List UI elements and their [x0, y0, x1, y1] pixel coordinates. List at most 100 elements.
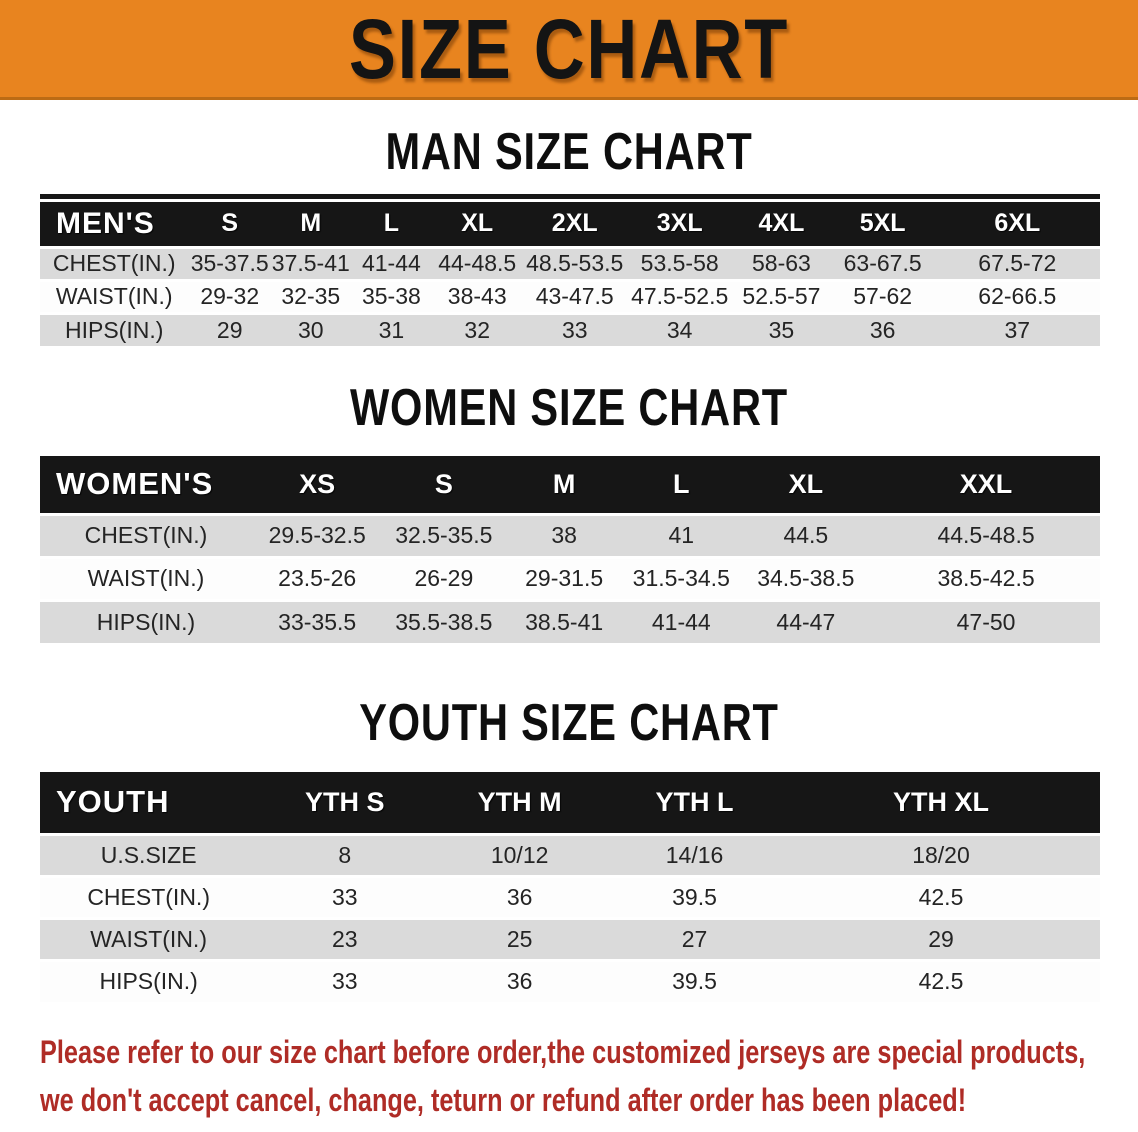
- size-column-header: YTH XL: [781, 772, 1100, 834]
- size-column-header: S: [382, 456, 506, 514]
- size-value-cell: 33-35.5: [278, 608, 357, 635]
- notice-line-1-text: Please refer to our size chart before or…: [40, 1034, 1086, 1070]
- banner-accent-strip: [0, 97, 1138, 100]
- table-row: WAIST(IN.) 29-32 32-35 35-38 38-43 43-47.5 47.…: [40, 280, 1100, 313]
- table-row: HIPS(IN.) 29 30 31 32 33 34 35 36 37: [40, 313, 1100, 346]
- youth-size-table: YOUTH YTH S YTH M YTH L YTH XL U.S.SIZE 8 10/12…: [40, 772, 1100, 1002]
- size-value-cell: 36: [506, 968, 533, 995]
- section-youth: YOUTH SIZE CHART YOUTH YTH S YTH M YTH L YTH…: [0, 697, 1138, 1002]
- size-value-cell: 38.5-41: [525, 608, 604, 635]
- size-value-cell: 43-47.5: [535, 283, 614, 309]
- size-column-header: M: [505, 456, 623, 514]
- size-value-cell: 26-29: [414, 565, 474, 591]
- footer-notice: Please refer to our size chart before or…: [40, 1028, 1138, 1124]
- size-column-header: 4XL: [732, 202, 831, 247]
- men-size-table: MEN'S S M L XL 2XL 3XL 4XL 5XL 6XL CHEST(IN.) 35-37…: [40, 202, 1100, 346]
- size-value-cell: 36: [869, 316, 896, 343]
- size-value-cell: 44-48.5: [438, 250, 517, 276]
- size-value-cell: 29-31.5: [525, 565, 604, 591]
- table-row: CHEST(IN.) 33 36 39.5 42.5: [40, 876, 1100, 918]
- size-value-cell: 23.5-26: [278, 565, 357, 591]
- size-value-cell: 44.5-48.5: [937, 522, 1035, 548]
- notice-line-2: we don't accept cancel, change, teturn o…: [40, 1076, 1138, 1124]
- size-value-cell: 57-62: [853, 283, 913, 309]
- size-value-cell: 41-44: [361, 250, 421, 276]
- size-value-cell: 29.5-32.5: [268, 522, 366, 548]
- size-column-header: L: [350, 202, 433, 247]
- size-column-header: M: [271, 202, 351, 247]
- size-value-cell: 35-37.5: [190, 250, 269, 276]
- row-label: WAIST(IN.): [87, 565, 205, 591]
- size-column-header: XL: [432, 202, 523, 247]
- banner-title: SIZE CHART: [348, 1, 790, 96]
- size-column-header: YTH M: [432, 772, 608, 834]
- size-value-cell: 10/12: [490, 841, 549, 868]
- size-value-cell: 44.5: [783, 522, 829, 548]
- row-label: HIPS(IN.): [99, 968, 198, 995]
- size-value-cell: 36: [506, 883, 533, 910]
- size-value-cell: 29: [216, 316, 243, 343]
- size-value-cell: 14/16: [665, 841, 724, 868]
- size-value-cell: 53.5-58: [640, 250, 719, 276]
- size-value-cell: 42.5: [918, 968, 964, 995]
- row-label: HIPS(IN.): [96, 608, 196, 635]
- size-column-header: 3XL: [627, 202, 733, 247]
- size-value-cell: 31.5-34.5: [632, 565, 730, 591]
- size-value-cell: 42.5: [918, 883, 964, 910]
- size-value-cell: 38.5-42.5: [937, 565, 1035, 591]
- size-value-cell: 25: [506, 925, 533, 952]
- table-row: CHEST(IN.) 35-37.5 37.5-41 41-44 44-48.5 48.5…: [40, 247, 1100, 280]
- table-row: HIPS(IN.) 33-35.5 35.5-38.5 38.5-41 41-44 44-…: [40, 600, 1100, 643]
- size-column-header: XL: [739, 456, 873, 514]
- women-table-wrap: WOMEN'S XS S M L XL XXL CHEST(IN.) 29.5-32.5 32.5…: [40, 456, 1100, 643]
- size-column-header: XXL: [872, 456, 1100, 514]
- size-value-cell: 35-38: [361, 283, 421, 309]
- size-value-cell: 23: [331, 925, 358, 952]
- table-header-row: YOUTH YTH S YTH M YTH L YTH XL: [40, 772, 1100, 834]
- size-value-cell: 39.5: [672, 968, 717, 995]
- size-value-cell: 34: [666, 316, 693, 343]
- size-value-cell: 38-43: [447, 283, 507, 309]
- notice-line-2-text: we don't accept cancel, change, teturn o…: [40, 1082, 967, 1118]
- men-section-heading: MAN SIZE CHART: [385, 123, 753, 181]
- youth-table-wrap: YOUTH YTH S YTH M YTH L YTH XL U.S.SIZE 8 10/12…: [40, 772, 1100, 1002]
- women-size-table: WOMEN'S XS S M L XL XXL CHEST(IN.) 29.5-32.5 32.5…: [40, 456, 1100, 643]
- size-column-header: 6XL: [934, 202, 1100, 247]
- size-value-cell: 34.5-38.5: [757, 565, 855, 591]
- table-row: U.S.SIZE 8 10/12 14/16 18/20: [40, 834, 1100, 876]
- row-label: CHEST(IN.): [87, 883, 210, 910]
- table-corner-label: WOMEN'S: [40, 456, 252, 514]
- size-value-cell: 44-47: [776, 608, 836, 635]
- size-value-cell: 58-63: [752, 250, 811, 276]
- size-value-cell: 41: [668, 522, 695, 548]
- row-label: CHEST(IN.): [84, 522, 208, 548]
- size-value-cell: 32: [464, 316, 491, 343]
- row-label: U.S.SIZE: [100, 841, 197, 868]
- size-value-cell: 32.5-35.5: [395, 522, 493, 548]
- size-value-cell: 47-50: [956, 608, 1016, 635]
- table-header-row: WOMEN'S XS S M L XL XXL: [40, 456, 1100, 514]
- size-column-header: XS: [252, 456, 383, 514]
- size-column-header: L: [622, 456, 740, 514]
- table-row: HIPS(IN.) 33 36 39.5 42.5: [40, 960, 1100, 1002]
- size-value-cell: 30: [298, 316, 324, 343]
- size-value-cell: 18/20: [912, 841, 970, 868]
- size-value-cell: 35: [768, 316, 795, 343]
- size-value-cell: 33: [331, 883, 358, 910]
- size-value-cell: 48.5-53.5: [526, 250, 624, 276]
- table-row: WAIST(IN.) 23.5-26 26-29 29-31.5 31.5-34.5 34…: [40, 557, 1100, 600]
- banner-background: SIZE CHART: [0, 0, 1138, 97]
- table-row: CHEST(IN.) 29.5-32.5 32.5-35.5 38 41 44.5 44.5…: [40, 514, 1100, 557]
- size-value-cell: 33: [561, 316, 588, 343]
- size-value-cell: 35.5-38.5: [395, 608, 493, 635]
- men-table-wrap: MEN'S S M L XL 2XL 3XL 4XL 5XL 6XL CHEST(IN.) 35-37…: [40, 194, 1100, 346]
- size-value-cell: 37.5-41: [271, 250, 350, 276]
- row-label: WAIST(IN.): [90, 925, 207, 952]
- size-value-cell: 37: [1004, 316, 1031, 343]
- size-column-header: YTH L: [607, 772, 782, 834]
- size-value-cell: 52.5-57: [742, 283, 821, 309]
- row-label: HIPS(IN.): [65, 316, 164, 343]
- banner: SIZE CHART: [0, 0, 1138, 100]
- size-column-header: S: [188, 202, 272, 247]
- table-corner-label: MEN'S: [40, 202, 189, 247]
